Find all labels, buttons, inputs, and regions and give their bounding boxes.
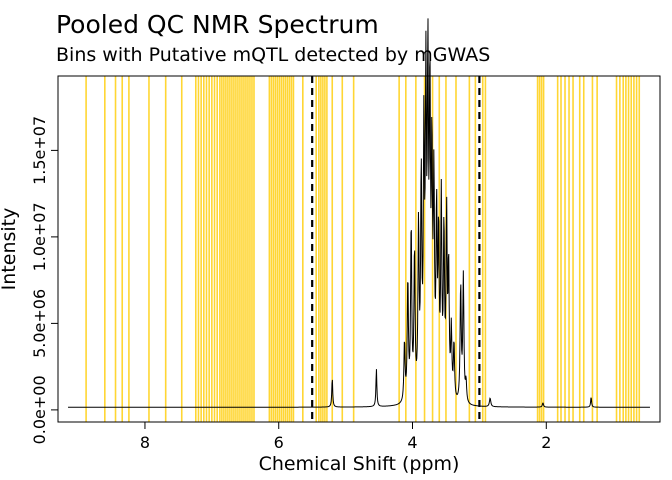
dashed-lines-group [311,76,481,422]
y-tick-label: 1.5e+07 [30,116,49,185]
y-axis: 0.0e+00 5.0e+06 1.0e+07 1.5e+07 [30,116,58,444]
spectrum-group [68,18,650,408]
chart-title: Pooled QC NMR Spectrum [56,10,379,39]
spectrum-line [68,18,650,408]
x-tick-label: 8 [140,433,150,452]
x-tick-label: 6 [274,433,284,452]
x-tick-label: 4 [407,433,417,452]
chart-subtitle: Bins with Putative mQTL detected by mGWA… [56,44,490,66]
x-tick-label: 2 [541,433,551,452]
plot-frame [57,75,661,423]
y-axis-label: Intensity [0,208,20,291]
y-tick-label: 5.0e+06 [30,289,49,358]
y-tick-label: 1.0e+07 [30,202,49,271]
mqtl-bins-group [85,76,641,422]
x-axis-label: Chemical Shift (ppm) [259,453,460,475]
y-tick-label: 0.0e+00 [30,375,49,444]
x-axis: 8 6 4 2 [140,422,551,452]
